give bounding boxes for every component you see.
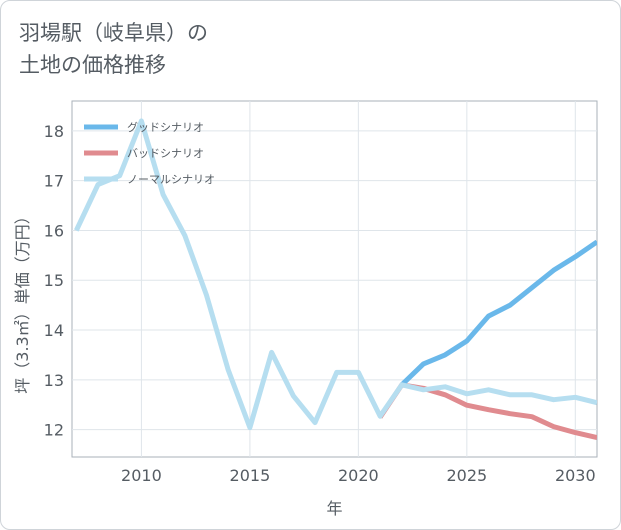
x-tick-label: 2025 xyxy=(446,466,487,485)
good-scenario-legend-label: グッドシナリオ xyxy=(127,120,204,134)
x-axis-label: 年 xyxy=(326,499,342,518)
y-axis-label: 坪（3.3㎡）単価（万円） xyxy=(13,208,32,393)
y-tick-label: 17 xyxy=(44,172,64,191)
bad-scenario-legend-label: バッドシナリオ xyxy=(127,147,204,160)
plot-frame xyxy=(71,100,598,458)
title-line-2: 土地の価格推移 xyxy=(19,53,166,77)
x-tick-label: 2030 xyxy=(555,466,596,485)
normal-scenario-line xyxy=(74,118,597,431)
normal-scenario-legend-label: ノーマルシナリオ xyxy=(127,173,215,186)
y-tick-label: 18 xyxy=(44,122,64,141)
y-tick-label: 16 xyxy=(44,221,64,240)
good-scenario-line xyxy=(400,239,597,387)
y-tick-label: 12 xyxy=(44,421,64,440)
x-tick-label: 2010 xyxy=(121,466,162,485)
x-tick-label: 2015 xyxy=(230,466,271,485)
y-tick-label: 15 xyxy=(44,271,64,290)
y-tick-label: 13 xyxy=(44,371,64,390)
page-title: 羽場駅（岐阜県）の 土地の価格推移 xyxy=(19,17,208,81)
title-line-1: 羽場駅（岐阜県）の xyxy=(19,21,208,45)
y-tick-label: 14 xyxy=(44,321,64,340)
x-tick-label: 2020 xyxy=(338,466,379,485)
